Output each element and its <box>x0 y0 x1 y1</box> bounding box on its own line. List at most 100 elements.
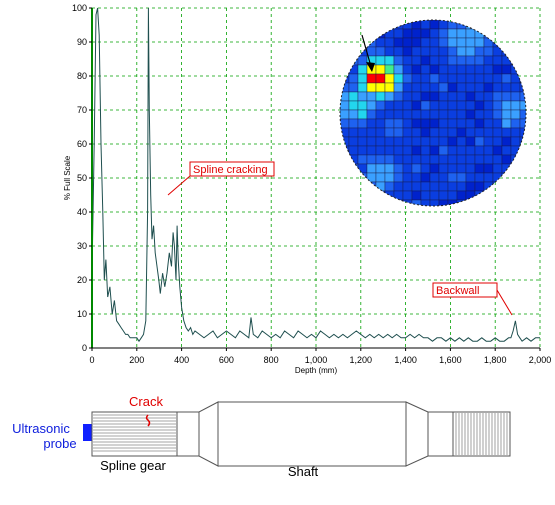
heatmap-cell <box>402 127 413 138</box>
heatmap-cell <box>474 118 485 129</box>
heatmap-cell <box>465 181 476 192</box>
series <box>91 7 540 343</box>
heatmap-cell <box>456 91 467 102</box>
heatmap-cell <box>447 163 458 174</box>
crack-mark <box>145 414 151 427</box>
heatmap-cell <box>483 127 494 138</box>
heatmap-cell <box>483 73 494 84</box>
x-tick-label: 0 <box>89 355 94 365</box>
heatmap-cell <box>357 136 368 147</box>
heatmap-cell <box>402 118 413 129</box>
heatmap-cell <box>438 163 449 174</box>
heatmap-cell <box>492 91 503 102</box>
heatmap-cell <box>465 136 476 147</box>
heatmap-cell <box>456 64 467 75</box>
heatmap-cell <box>429 100 440 111</box>
heatmap-cell <box>375 37 386 48</box>
heatmap-cell <box>474 64 485 75</box>
heatmap-cell <box>447 64 458 75</box>
heatmap-cell <box>474 82 485 93</box>
heatmap-cell <box>348 91 359 102</box>
heatmap-cell <box>474 46 485 57</box>
heatmap-cell <box>357 127 368 138</box>
shaft-label: Shaft <box>288 464 319 479</box>
heatmap-cell <box>447 55 458 66</box>
heatmap-cell <box>402 82 413 93</box>
heatmap-cell <box>438 91 449 102</box>
heatmap-cell <box>420 73 431 84</box>
heatmap-cell <box>348 82 359 93</box>
heatmap-cell <box>456 118 467 129</box>
heatmap-cell <box>411 82 422 93</box>
heatmap-cell <box>357 118 368 129</box>
heatmap-cell <box>483 154 494 165</box>
heatmap-cell <box>420 64 431 75</box>
heatmap-cell <box>357 100 368 111</box>
heatmap-cell <box>492 73 503 84</box>
heatmap-cell <box>429 28 440 39</box>
heatmap-cell <box>465 46 476 57</box>
heatmap-cell <box>492 145 503 156</box>
heatmap-cell <box>384 136 395 147</box>
heatmap-cell <box>474 172 485 183</box>
heatmap-cell <box>474 136 485 147</box>
heatmap-cell <box>438 46 449 57</box>
heatmap-cell <box>366 73 377 84</box>
heatmap-cell <box>483 100 494 111</box>
heatmap-cell <box>402 190 413 201</box>
heatmap-cell <box>375 109 386 120</box>
heatmap-cell <box>483 82 494 93</box>
right-spline-teeth <box>455 413 508 455</box>
heatmap-cell <box>393 28 404 39</box>
heatmap-cell <box>501 127 512 138</box>
heatmap-cell <box>465 100 476 111</box>
heatmap-cell <box>447 91 458 102</box>
heatmap-cell <box>411 163 422 174</box>
heatmap-cell <box>456 181 467 192</box>
heatmap-cell <box>474 109 485 120</box>
heatmap-cell <box>492 55 503 66</box>
heatmap-cell <box>393 163 404 174</box>
heatmap-cell <box>375 145 386 156</box>
heatmap-cell <box>375 64 386 75</box>
heatmap-cell <box>402 37 413 48</box>
heatmap-cell <box>492 100 503 111</box>
heatmap-cell <box>429 64 440 75</box>
heatmap-cell <box>348 127 359 138</box>
heatmap-cell <box>483 136 494 147</box>
ticks: 0 200 400 600 800 1,000 1,200 1,400 1,600 1,800 2,… <box>72 3 551 365</box>
y-tick-label: 20 <box>77 275 87 285</box>
heatmap-cell <box>447 37 458 48</box>
heatmap-cell <box>456 73 467 84</box>
x-tick-label: 200 <box>129 355 144 365</box>
heatmap-cell <box>456 136 467 147</box>
heatmap-cell <box>501 73 512 84</box>
y-axis-label: % Full Scale <box>63 155 72 200</box>
heatmap-cell <box>492 163 503 174</box>
heatmap-cell <box>465 163 476 174</box>
heatmap-cell <box>357 64 368 75</box>
heatmap-cell <box>456 100 467 111</box>
heatmap-cell <box>438 100 449 111</box>
x-tick-label: 400 <box>174 355 189 365</box>
heatmap-cell <box>492 118 503 129</box>
heatmap-cell <box>348 109 359 120</box>
y-tick-label: 10 <box>77 309 87 319</box>
heatmap-cell <box>501 136 512 147</box>
heatmap-cell <box>429 172 440 183</box>
heatmap-cell <box>501 109 512 120</box>
heatmap-cell <box>348 136 359 147</box>
heatmap-cell <box>456 55 467 66</box>
heatmap-cell <box>474 55 485 66</box>
heatmap-cell <box>384 73 395 84</box>
heatmap-cell <box>393 91 404 102</box>
heatmap-cell <box>366 91 377 102</box>
backwall-callout-label: Backwall <box>436 285 479 297</box>
heatmap-cell <box>393 55 404 66</box>
spline-cracking-callout-label: Spline cracking <box>193 164 268 176</box>
right-collar <box>427 411 454 457</box>
heatmap-cell <box>420 145 431 156</box>
heatmap-cell <box>429 82 440 93</box>
heatmap-cell <box>402 46 413 57</box>
